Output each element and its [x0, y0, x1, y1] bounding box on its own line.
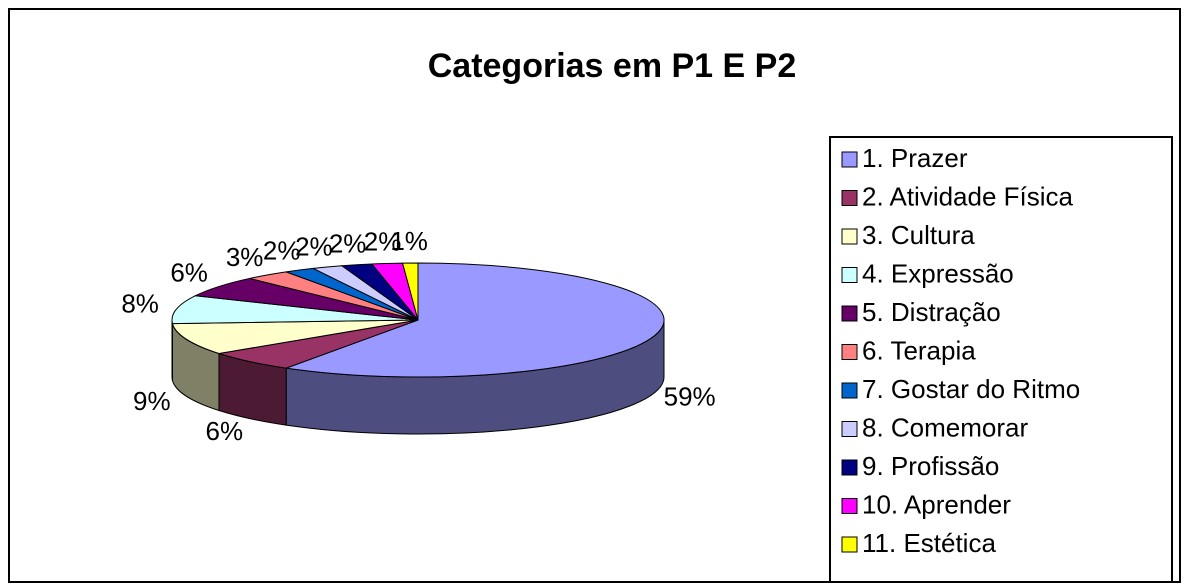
- data-label: 3%: [226, 242, 264, 272]
- data-label: 2%: [263, 235, 301, 265]
- legend-label: 5. Distração: [862, 297, 1001, 327]
- data-label: 2%: [329, 228, 367, 258]
- legend-swatch: [841, 151, 858, 168]
- data-label: 6%: [206, 416, 244, 446]
- legend-swatch: [841, 344, 858, 360]
- legend-swatch: [841, 190, 858, 206]
- slice: [171, 319, 419, 355]
- data-label: 9%: [133, 386, 171, 416]
- legend-label: 1. Prazer: [862, 143, 968, 173]
- legend-swatch: [841, 228, 858, 245]
- legend-label: 7. Gostar do Ritmo: [862, 374, 1080, 404]
- legend-swatch: [841, 421, 858, 437]
- slice: [286, 262, 665, 378]
- data-label: 8%: [121, 288, 159, 318]
- legend-label: 9. Profissão: [862, 451, 999, 481]
- legend-label: 2. Atividade Física: [862, 181, 1074, 211]
- data-label: 59%: [664, 381, 716, 411]
- legend-swatch: [841, 498, 858, 514]
- legend-swatch: [841, 382, 858, 399]
- legend-label: 6. Terapia: [862, 335, 976, 365]
- legend-swatch: [841, 536, 858, 553]
- legend-swatch: [841, 459, 858, 476]
- legend-swatch: [841, 305, 858, 322]
- legend-label: 8. Comemorar: [862, 412, 1028, 442]
- data-label: 6%: [170, 258, 208, 288]
- data-label: 2%: [364, 227, 402, 257]
- slice: [401, 262, 419, 321]
- legend-box: [829, 136, 1173, 583]
- data-label: 1%: [390, 226, 428, 256]
- legend-swatch: [841, 267, 858, 283]
- slice: [171, 295, 419, 325]
- chart-title: Categorias em P1 E P2: [428, 47, 797, 85]
- data-label: 2%: [295, 231, 333, 261]
- legend-label: 4. Expressão: [862, 258, 1014, 288]
- legend-label: 11. Estética: [862, 528, 996, 558]
- legend-label: 10. Aprender: [862, 489, 1011, 519]
- legend-label: 3. Cultura: [862, 220, 975, 250]
